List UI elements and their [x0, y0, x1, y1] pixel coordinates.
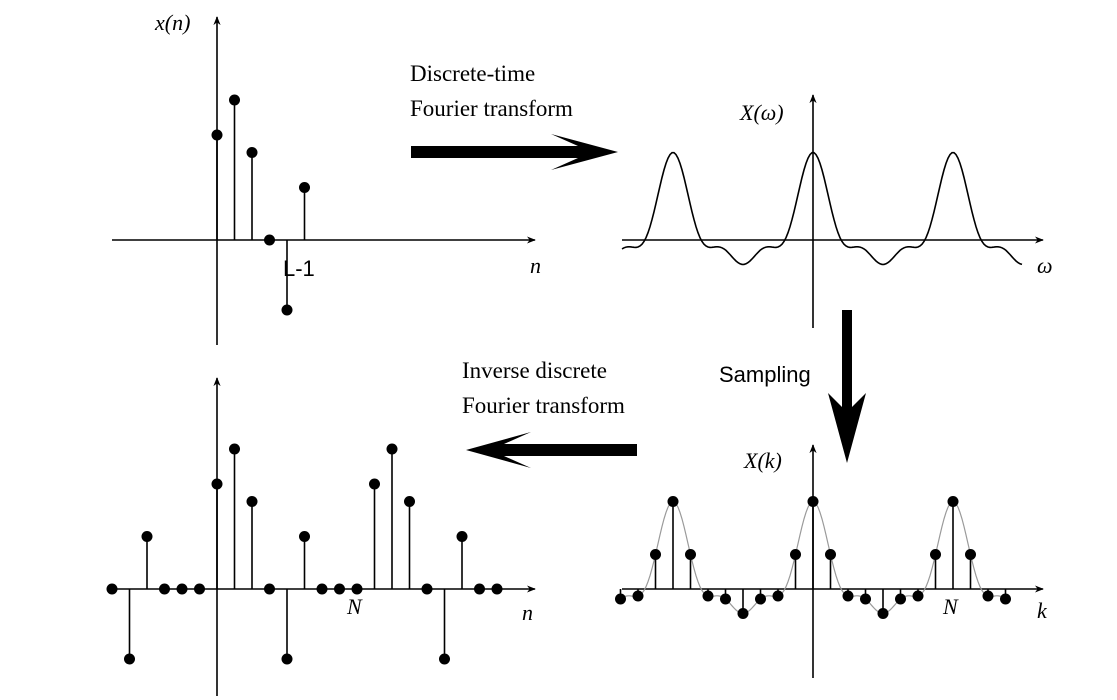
idft-label-line2: Fourier transform: [462, 393, 625, 418]
periodic-sample-dot: [159, 583, 170, 595]
dtft-y-label: X(ω): [739, 100, 784, 125]
periodic-sample-dot: [229, 443, 240, 455]
dtft-label-line2: Fourier transform: [410, 96, 573, 121]
periodic-sample-dot: [106, 583, 118, 595]
periodic-sample-dot: [281, 653, 293, 665]
periodic-sample-dot: [246, 496, 258, 507]
x-n-sample-dot: [229, 94, 240, 106]
dft-y-label: X(k): [743, 448, 782, 473]
dft-sample-dot: [772, 590, 784, 602]
dft-sample-dot: [685, 548, 696, 560]
dtft-spectrum-curve: [621, 151, 1023, 266]
time-signal-stems: [211, 94, 310, 316]
dft-sample-stems: [615, 496, 1011, 619]
dft-sample-dot: [825, 548, 836, 560]
time-signal-y-label: x(n): [154, 10, 190, 35]
dft-x-label: k: [1037, 598, 1048, 623]
idft-arrow-shape: [466, 432, 637, 468]
periodic-sample-dot: [386, 443, 398, 455]
periodic-sample-dot: [404, 496, 415, 507]
periodic-sample-dot: [211, 478, 223, 490]
periodic-sample-dot: [351, 583, 363, 595]
time-signal-length-tick: L-1: [283, 256, 315, 281]
periodic-sample-dot: [334, 583, 345, 595]
periodic-sample-dot: [316, 583, 328, 595]
dft-sample-dot: [947, 496, 959, 507]
dft-sample-dot: [807, 496, 819, 507]
periodic-sample-dot: [194, 583, 205, 595]
dft-sample-dot: [632, 590, 644, 602]
x-n-sample-dot: [211, 129, 223, 141]
periodic-signal-stems: [106, 443, 503, 665]
dft-sample-dot: [615, 593, 626, 605]
periodic-sample-dot: [491, 583, 503, 595]
periodic-x-label: n: [522, 600, 533, 625]
periodic-period-tick: N: [346, 594, 363, 619]
dft-sample-dot: [895, 593, 906, 605]
dft-sample-dot: [930, 548, 941, 560]
dft-sample-dot: [650, 548, 661, 560]
dft-sample-dot: [982, 590, 994, 602]
dft-sample-dot: [702, 590, 714, 602]
dft-sample-dot: [1000, 593, 1011, 605]
dft-sample-dot: [860, 593, 871, 605]
idft-arrow: Inverse discrete Fourier transform: [462, 358, 637, 468]
x-n-sample-dot: [281, 304, 293, 316]
periodic-sample-dot: [124, 653, 135, 665]
periodic-sample-dot: [421, 583, 433, 595]
periodic-sample-dot: [299, 531, 310, 542]
sampling-arrow-shape: [828, 310, 866, 463]
dtft-panel: X(ω) ω: [621, 94, 1053, 328]
periodic-sample-dot: [141, 531, 153, 542]
x-n-sample-dot: [246, 147, 258, 158]
dtft-arrow: Discrete-time Fourier transform: [410, 61, 618, 170]
sampling-arrow: Sampling: [719, 310, 866, 463]
dft-sample-dot: [790, 548, 801, 560]
periodic-sample-dot: [264, 583, 275, 595]
sampling-label: Sampling: [719, 362, 811, 387]
dtft-x-label: ω: [1037, 253, 1053, 278]
dft-sample-dot: [965, 548, 976, 560]
idft-label-line1: Inverse discrete: [462, 358, 607, 383]
dft-sample-dot: [755, 593, 766, 605]
dft-sample-dot: [720, 593, 731, 605]
periodic-sample-dot: [439, 653, 450, 665]
dtft-arrow-shape: [411, 134, 618, 170]
dft-sample-dot: [912, 590, 924, 602]
dtft-label-line1: Discrete-time: [410, 61, 535, 86]
periodic-sample-dot: [474, 583, 485, 595]
periodic-sample-dot: [456, 531, 468, 542]
x-n-sample-dot: [264, 234, 275, 246]
periodic-sample-dot: [369, 478, 380, 490]
x-n-sample-dot: [299, 182, 310, 193]
time-signal-x-label: n: [530, 253, 541, 278]
dft-sample-dot: [667, 496, 679, 507]
dft-sample-dot: [877, 608, 889, 619]
dft-panel: X(k) k N: [615, 444, 1048, 678]
time-signal-panel: x(n) n L-1: [112, 10, 541, 345]
periodic-signal-panel: n N: [106, 377, 536, 696]
periodic-sample-dot: [176, 583, 188, 595]
dft-period-tick: N: [942, 594, 959, 619]
dft-sample-dot: [737, 608, 749, 619]
dft-sample-dot: [842, 590, 854, 602]
